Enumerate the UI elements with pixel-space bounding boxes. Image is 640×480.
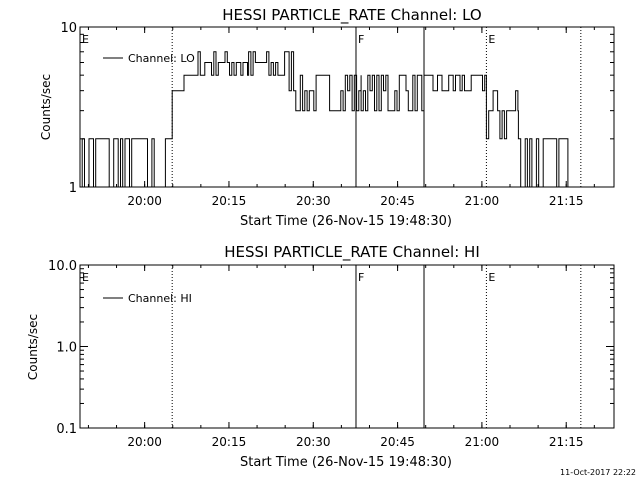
data-series [80, 51, 581, 188]
event-marker-label: E [488, 271, 495, 284]
x-tick-label: 20:45 [380, 435, 415, 449]
legend: Channel: LO [103, 52, 195, 65]
x-tick-label: 20:30 [296, 435, 331, 449]
generation-timestamp: 11-Oct-2017 22:22 [560, 468, 636, 477]
event-marker-label: F [358, 33, 364, 46]
x-tick-label: 21:00 [465, 194, 500, 208]
y-tick-label: 0.1 [56, 422, 77, 437]
axis-ticks: 20:00 20:15 20:30 20:45 21:00 21:15 1 10 [60, 21, 614, 208]
x-tick-label: 21:15 [549, 435, 584, 449]
chart-title: HESSI PARTICLE_RATE Channel: LO [222, 6, 481, 25]
chart-panel-hi: HESSI PARTICLE_RATE Channel: HI Counts/s… [26, 243, 615, 470]
legend: Channel: HI [103, 292, 192, 305]
x-tick-label: 20:45 [380, 194, 415, 208]
event-marker-label: E [82, 33, 89, 46]
event-marker-label: E [488, 33, 495, 46]
x-tick-label: 20:00 [127, 435, 162, 449]
x-tick-label: 20:15 [212, 194, 247, 208]
legend-entry: Channel: HI [128, 292, 192, 305]
plot-frame [79, 26, 615, 188]
event-marker-label: F [358, 271, 364, 284]
axis-ticks: 20:00 20:15 20:30 20:45 21:00 21:15 0.1 1.0 10.0 [48, 259, 614, 449]
series-line [80, 51, 581, 188]
y-tick-label: 1.0 [56, 341, 77, 356]
x-axis-label: Start Time (26-Nov-15 19:48:30) [240, 455, 452, 470]
y-tick-label: 1 [69, 181, 77, 196]
y-axis-label: Counts/sec [39, 74, 53, 140]
x-tick-label: 21:00 [465, 435, 500, 449]
y-tick-label: 10.0 [48, 259, 77, 274]
x-axis-label: Start Time (26-Nov-15 19:48:30) [240, 214, 452, 229]
y-axis-label: Counts/sec [26, 314, 40, 380]
x-tick-label: 20:30 [296, 194, 331, 208]
y-tick-label: 10 [60, 21, 77, 36]
legend-entry: Channel: LO [128, 52, 195, 65]
chart-title: HESSI PARTICLE_RATE Channel: HI [224, 243, 480, 262]
x-tick-label: 20:00 [127, 194, 162, 208]
event-marker-label: E [82, 271, 89, 284]
x-tick-label: 20:15 [212, 435, 247, 449]
x-tick-label: 21:15 [549, 194, 584, 208]
chart-panel-lo: HESSI PARTICLE_RATE Channel: LO Counts/s… [39, 6, 615, 229]
